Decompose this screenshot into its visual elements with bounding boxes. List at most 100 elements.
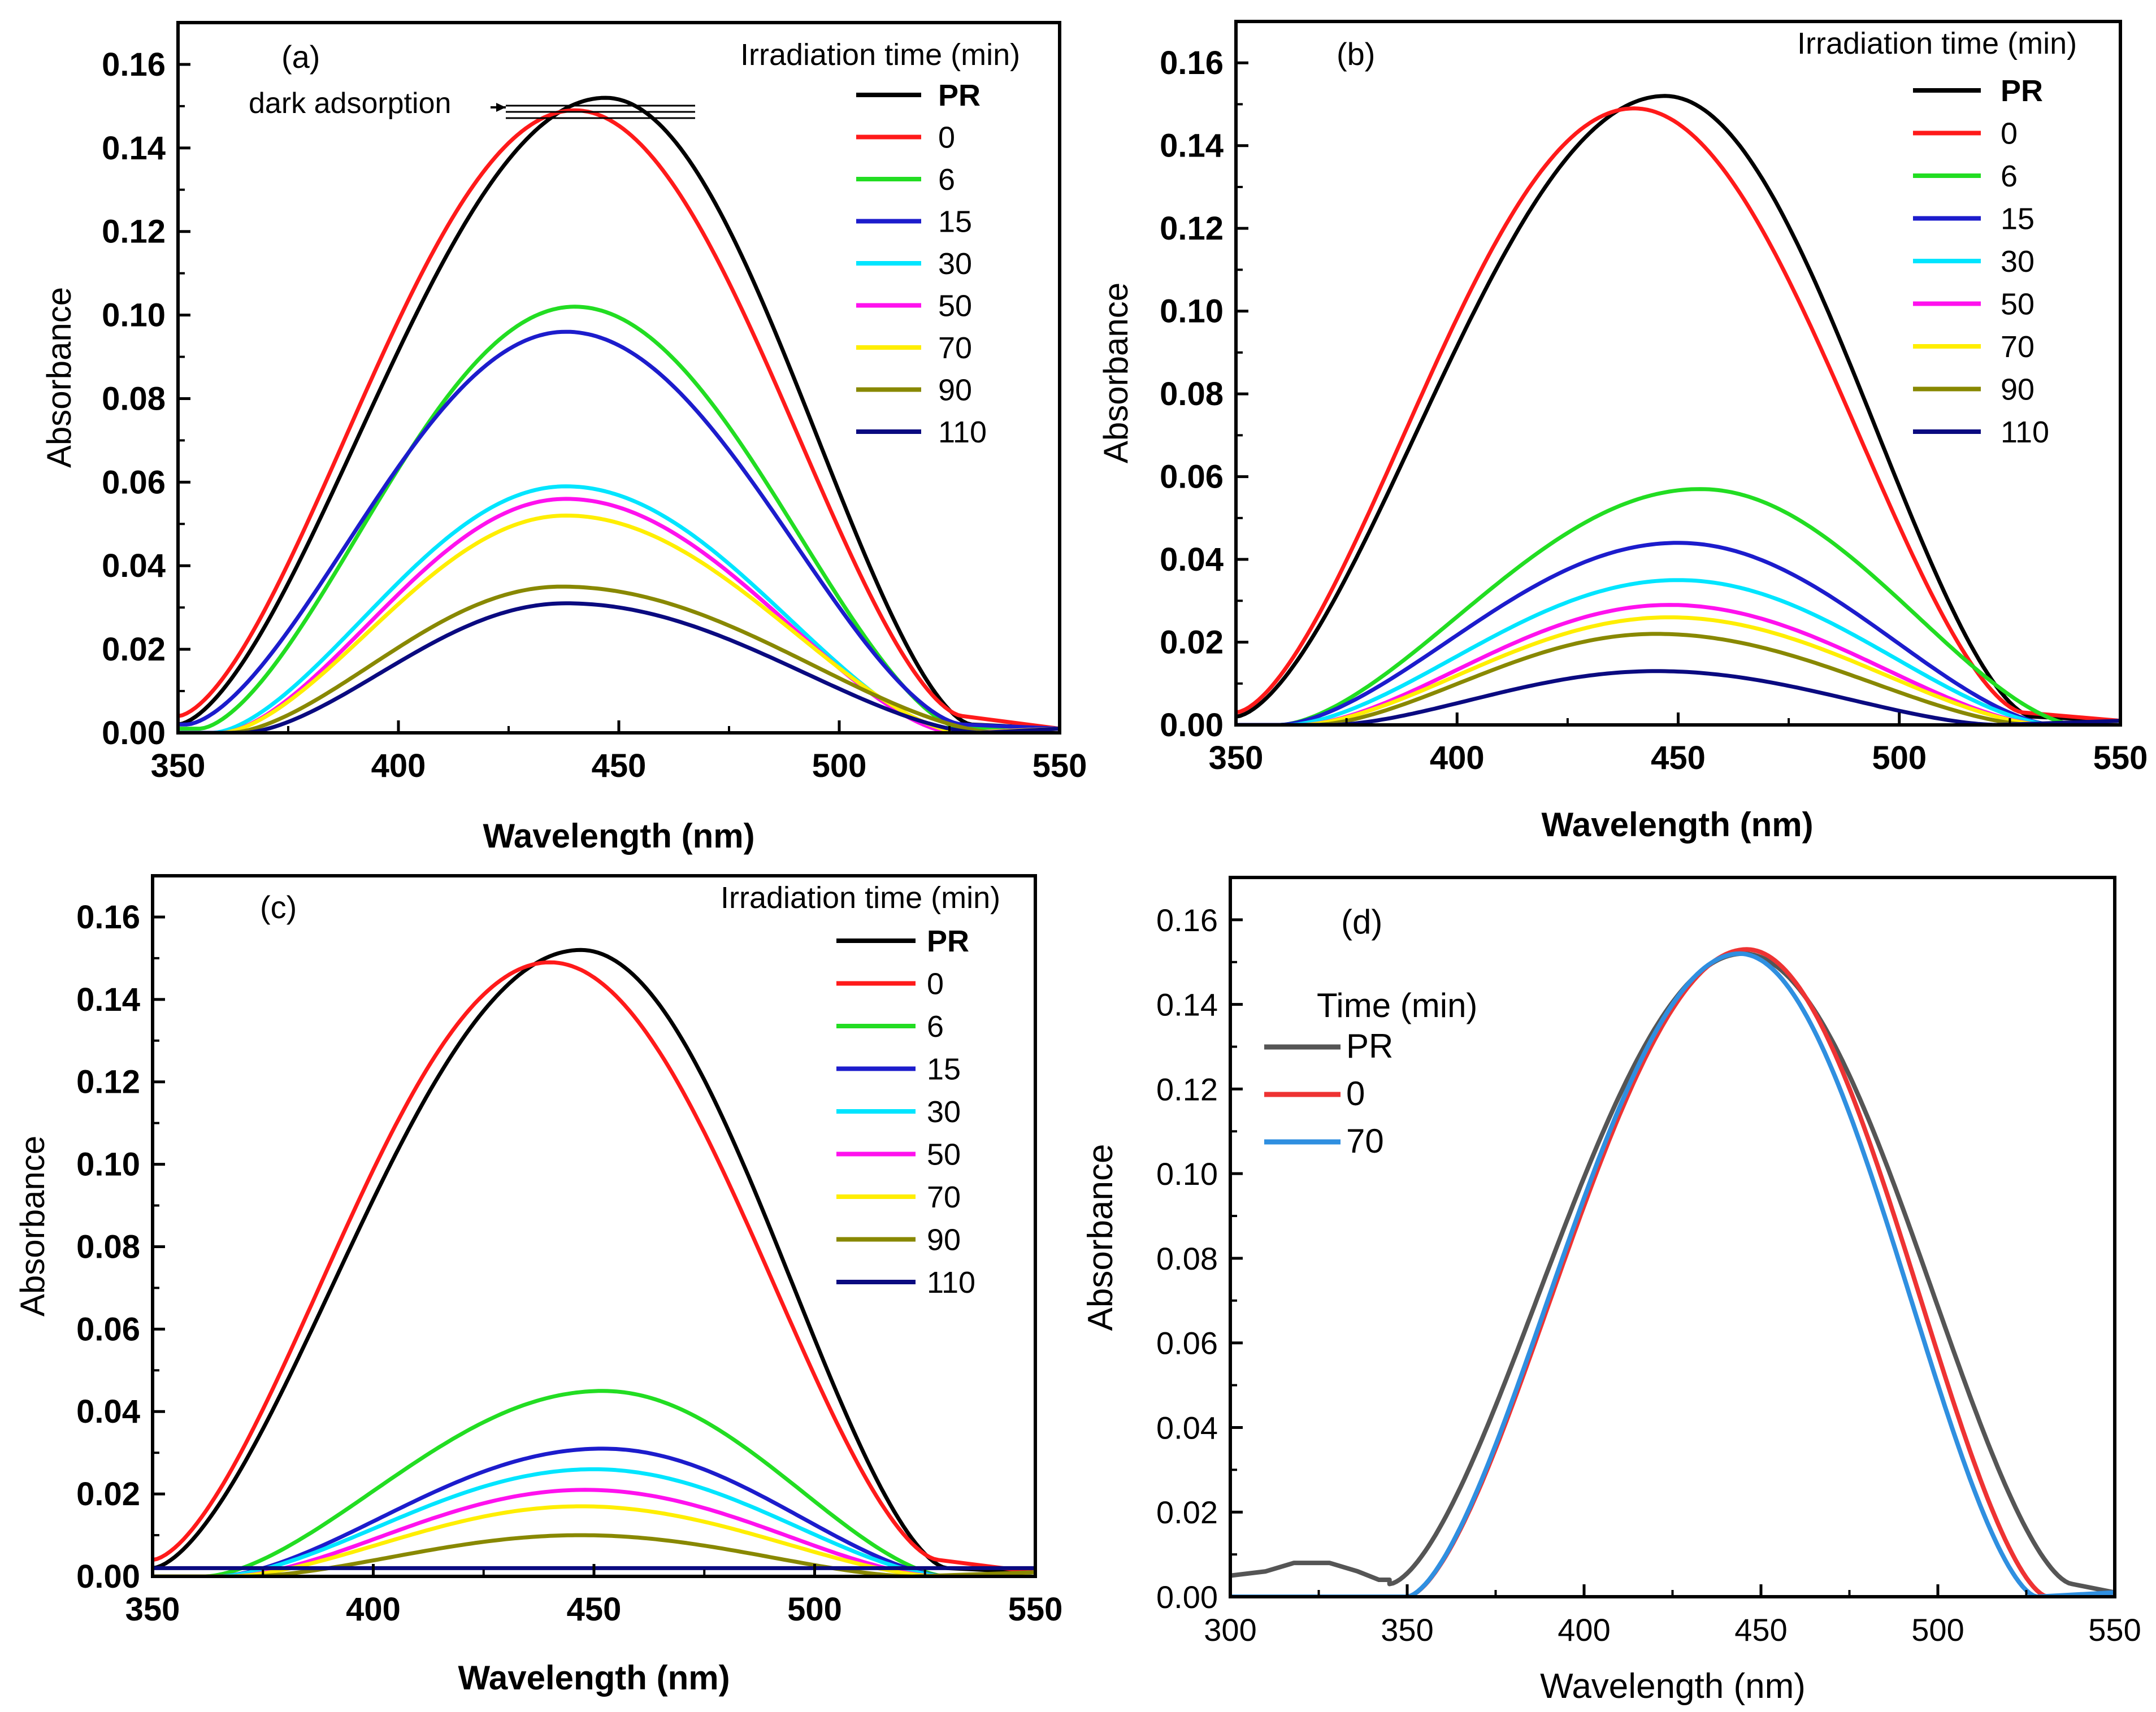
legend-label-70: 70 <box>938 331 972 365</box>
series-line-70 <box>178 514 1060 733</box>
y-tick-label: 0.02 <box>102 631 166 668</box>
y-tick-label: 0.06 <box>1160 459 1224 496</box>
annotation-text: dark adsorption <box>249 87 451 120</box>
panel-d-xlabel: Wavelength (nm) <box>1540 1667 1806 1706</box>
x-tick-label: 500 <box>787 1591 842 1628</box>
legend-label-30: 30 <box>927 1095 961 1129</box>
panel-a: 350 400 450 500 5500.000.020.040.060.080.100… <box>40 21 1087 855</box>
panel-b-legend-title: Irradiation time (min) <box>1797 27 2077 60</box>
x-tick-label: 350 <box>151 748 206 784</box>
x-tick-label: 450 <box>567 1591 622 1628</box>
legend-label-15: 15 <box>2001 202 2034 236</box>
panel-b: 350 400 450 500 5500.000.020.040.060.080.100… <box>1097 20 2148 844</box>
series-line-PR <box>178 95 1060 731</box>
panel-c-ylabel: Absorbance <box>14 1136 51 1316</box>
series-line-PR <box>1236 94 2120 723</box>
y-tick-label: 0.04 <box>102 548 166 584</box>
y-tick-label: 0.12 <box>1156 1071 1218 1107</box>
y-tick-label: 0.16 <box>1156 902 1218 938</box>
legend-label-90: 90 <box>938 373 972 407</box>
panel-b-curves <box>1236 94 2120 725</box>
panel-b-ticks: 350 400 450 500 5500.000.020.040.060.080.100… <box>1160 45 2148 776</box>
legend-label-6: 6 <box>927 1010 944 1044</box>
panel-c-ticks: 350 400 450 500 5500.000.020.040.060.080.100… <box>76 899 1062 1628</box>
legend-label-50: 50 <box>938 289 972 323</box>
y-tick-label: 0.14 <box>1160 128 1224 164</box>
series-line-30 <box>153 1467 1035 1576</box>
panel-c-label: (c) <box>260 889 297 925</box>
series-line-70 <box>153 1504 1035 1576</box>
legend-label-15: 15 <box>938 205 972 239</box>
legend-label-0: 0 <box>927 967 944 1001</box>
series-line-70 <box>1230 951 2115 1597</box>
x-tick-label: 550 <box>2093 740 2148 776</box>
y-tick-label: 0.10 <box>1160 293 1224 330</box>
y-tick-label: 0.10 <box>1156 1156 1218 1192</box>
y-tick-label: 0.06 <box>76 1311 140 1348</box>
x-tick-label: 350 <box>125 1591 180 1628</box>
y-tick-label: 0.02 <box>76 1476 140 1513</box>
series-line-0 <box>1236 106 2120 723</box>
panel-a-label: (a) <box>281 39 320 75</box>
series-line-15 <box>153 1446 1035 1576</box>
legend-label-0: 0 <box>1346 1075 1365 1113</box>
x-tick-label: 500 <box>1872 740 1927 776</box>
y-tick-label: 0.16 <box>102 46 166 83</box>
panel-d-label: (d) <box>1341 903 1382 941</box>
x-tick-label: 550 <box>1033 748 1087 784</box>
panel-a-xlabel: Wavelength (nm) <box>483 817 754 855</box>
panel-b-label: (b) <box>1337 36 1375 72</box>
y-tick-label: 0.02 <box>1160 624 1224 661</box>
legend-label-PR: PR <box>927 924 969 958</box>
panel-a-ticks: 350 400 450 500 5500.000.020.040.060.080.100… <box>102 46 1087 784</box>
series-line-0 <box>178 108 1060 731</box>
legend-label-PR: PR <box>2001 74 2043 108</box>
series-line-90 <box>178 584 1060 733</box>
panel-d: 300 350 400 450 500 550 0.00 0.02 0.04 0.06 0.08 0.… <box>1081 876 2141 1706</box>
series-line-70 <box>1236 615 2120 725</box>
y-tick-label: 0.14 <box>1156 987 1218 1023</box>
series-line-50 <box>1236 603 2120 725</box>
series-line-6 <box>178 305 1060 731</box>
y-tick-label: 0.16 <box>1160 45 1224 81</box>
legend-label-110: 110 <box>938 415 987 449</box>
legend-label-50: 50 <box>2001 288 2034 321</box>
x-tick-label: 350 <box>1381 1612 1433 1648</box>
x-tick-label: 300 <box>1204 1612 1256 1648</box>
series-line-50 <box>153 1488 1035 1576</box>
y-tick-label: 0.04 <box>1160 541 1224 578</box>
panel-a-legend: PR 0 6 15 30 50 70 90 110 <box>856 79 987 449</box>
panel-d-legend-title: Time (min) <box>1317 987 1477 1024</box>
dark-adsorption-annotation: dark adsorption <box>249 87 695 120</box>
legend-label-6: 6 <box>938 163 955 197</box>
legend-label-15: 15 <box>927 1053 961 1087</box>
legend-label-70: 70 <box>2001 330 2034 364</box>
legend-label-6: 6 <box>2001 159 2018 193</box>
legend-label-PR: PR <box>1346 1027 1393 1065</box>
panel-a-curves <box>178 95 1060 733</box>
x-tick-label: 550 <box>2088 1612 2141 1648</box>
legend-label-110: 110 <box>2001 415 2049 449</box>
x-tick-label: 400 <box>1430 740 1485 776</box>
x-tick-label: 500 <box>1911 1612 1964 1648</box>
panel-b-legend: PR 0 6 15 30 50 70 90 110 <box>1913 74 2049 449</box>
panel-c: 350 400 450 500 5500.000.020.040.060.080.100… <box>14 874 1062 1697</box>
y-tick-label: 0.10 <box>76 1146 140 1183</box>
y-tick-label: 0.02 <box>1156 1494 1218 1530</box>
legend-label-0: 0 <box>938 121 955 155</box>
annotation-arrowhead <box>496 103 506 112</box>
x-tick-label: 450 <box>1651 740 1706 776</box>
x-tick-label: 450 <box>1734 1612 1787 1648</box>
series-line-15 <box>1236 541 2120 725</box>
panel-b-xlabel: Wavelength (nm) <box>1541 806 1813 844</box>
y-tick-label: 0.08 <box>1156 1241 1218 1276</box>
x-tick-label: 400 <box>346 1591 401 1628</box>
panel-c-frame <box>151 874 1037 1578</box>
legend-label-0: 0 <box>2001 117 2018 151</box>
y-tick-label: 0.04 <box>76 1393 140 1430</box>
legend-label-PR: PR <box>938 79 981 112</box>
panel-a-legend-title: Irradiation time (min) <box>740 38 1020 72</box>
series-line-90 <box>1236 632 2120 725</box>
series-line-110 <box>178 601 1060 733</box>
series-line-PR <box>153 948 1035 1575</box>
